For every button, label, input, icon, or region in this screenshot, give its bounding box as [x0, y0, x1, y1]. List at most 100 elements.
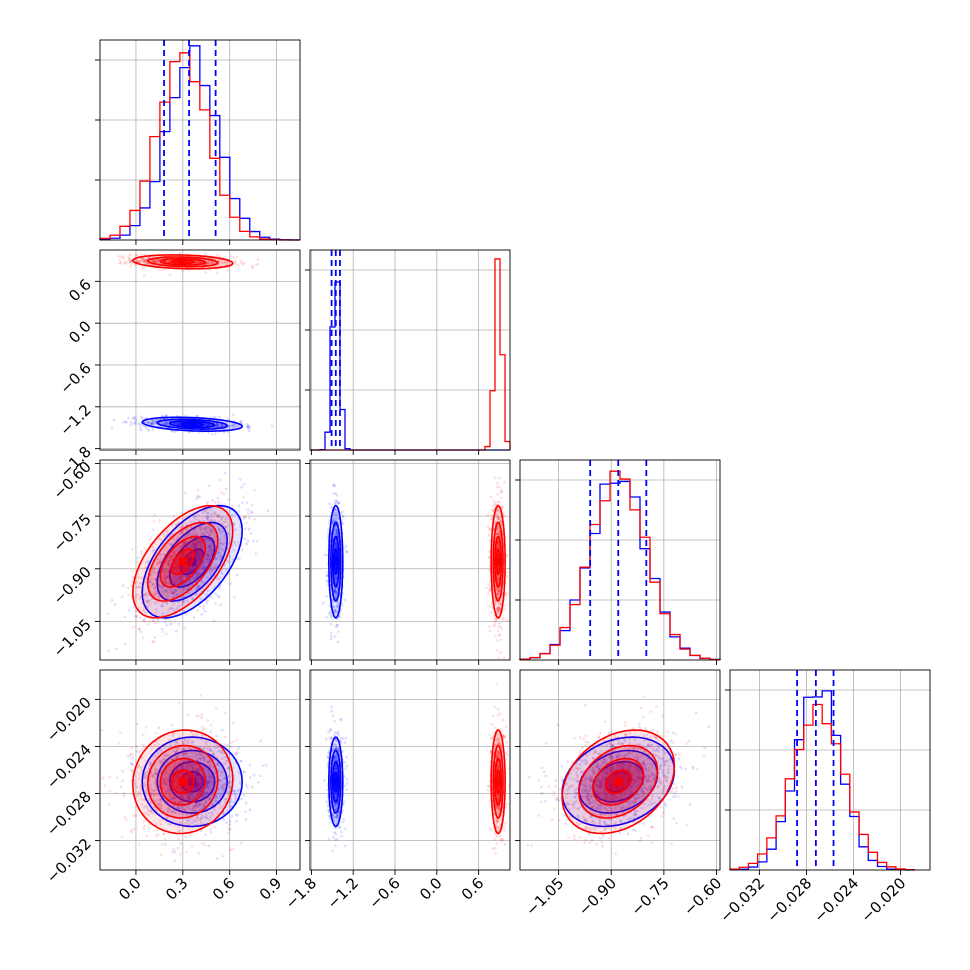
scatter-point [197, 260, 201, 264]
scatter-point [211, 261, 214, 265]
scatter-point [182, 742, 186, 746]
scatter-point [190, 807, 194, 811]
scatter-point [215, 422, 219, 426]
scatter-point [213, 501, 217, 505]
scatter-point [175, 741, 179, 744]
scatter-point [496, 532, 500, 536]
scatter-point [184, 574, 188, 578]
scatter-point [233, 425, 236, 428]
scatter-point [200, 540, 204, 544]
scatter-point [207, 745, 211, 749]
scatter-point [132, 605, 136, 609]
scatter-point [231, 505, 235, 508]
scatter-point [203, 566, 206, 569]
scatter-point [165, 589, 168, 593]
scatter-point [197, 261, 201, 265]
scatter-point [138, 585, 142, 589]
scatter-point [176, 422, 179, 426]
scatter-point [175, 422, 179, 425]
scatter-point [107, 803, 111, 806]
scatter-point [497, 528, 501, 532]
scatter-point [133, 614, 137, 618]
scatter-point [197, 519, 201, 523]
scatter-point [498, 512, 501, 515]
scatter-point [177, 421, 181, 425]
scatter-point [204, 749, 208, 753]
scatter-point [163, 837, 167, 841]
scatter-point [234, 543, 238, 547]
scatter-point [152, 566, 156, 570]
scatter-point [115, 647, 118, 650]
density-peak-blue [188, 420, 197, 429]
scatter-point [146, 262, 150, 266]
scatter-point [231, 424, 235, 427]
scatter-point [197, 573, 200, 577]
scatter-point [139, 766, 143, 770]
scatter-point [172, 552, 176, 556]
scatter-point [218, 528, 222, 532]
scatter-point [143, 798, 147, 802]
scatter-point [191, 546, 195, 550]
scatter-point [190, 542, 194, 545]
scatter-point [191, 804, 195, 808]
scatter-point [334, 609, 337, 612]
scatter-point [212, 518, 216, 522]
scatter-point [177, 622, 181, 626]
scatter-point [195, 533, 199, 537]
scatter-point [335, 531, 339, 535]
scatter-point [206, 532, 210, 535]
scatter-point [166, 810, 170, 814]
scatter-point [492, 504, 495, 508]
scatter-point [131, 416, 135, 420]
scatter-point [175, 566, 179, 570]
scatter-point [156, 562, 160, 565]
scatter-point [178, 821, 182, 824]
scatter-point [190, 768, 194, 771]
scatter-point [122, 794, 126, 798]
scatter-point [214, 422, 218, 426]
scatter-point [325, 574, 329, 578]
scatter-point [148, 785, 152, 789]
scatter-point [234, 425, 238, 428]
scatter-point [132, 417, 136, 420]
scatter-point [495, 593, 499, 596]
scatter-point [179, 531, 183, 534]
scatter-point [171, 551, 175, 554]
scatter-point [170, 542, 174, 546]
scatter-point [175, 607, 179, 610]
scatter-point [341, 514, 345, 518]
scatter-point [496, 606, 500, 609]
scatter-point [159, 759, 162, 763]
scatter-point [207, 262, 211, 266]
contour-red [131, 254, 234, 270]
scatter-point [212, 752, 216, 756]
scatter-point [172, 803, 176, 807]
scatter-point [332, 518, 336, 522]
scatter-point [490, 508, 494, 512]
scatter-point [180, 578, 184, 582]
scatter-point [333, 608, 337, 612]
scatter-point [186, 713, 190, 716]
scatter-point [201, 511, 205, 514]
scatter-point [212, 565, 216, 569]
scatter-point [193, 545, 197, 548]
scatter-point [186, 586, 190, 589]
scatter-point [202, 766, 206, 770]
scatter-point [336, 623, 339, 627]
scatter-point [148, 620, 152, 624]
scatter-point [323, 553, 327, 557]
scatter-point [152, 771, 156, 775]
scatter-point [193, 546, 197, 550]
scatter-point [161, 781, 165, 785]
scatter-point [488, 550, 491, 553]
scatter-point [181, 553, 185, 557]
scatter-point [487, 592, 491, 595]
scatter-point [139, 415, 143, 419]
scatter-point [191, 541, 195, 545]
scatter-point [197, 572, 200, 575]
scatter-point [195, 539, 199, 543]
scatter-point [496, 508, 499, 512]
scatter-point [227, 793, 231, 796]
scatter-point [166, 560, 170, 564]
scatter-point [333, 587, 337, 591]
